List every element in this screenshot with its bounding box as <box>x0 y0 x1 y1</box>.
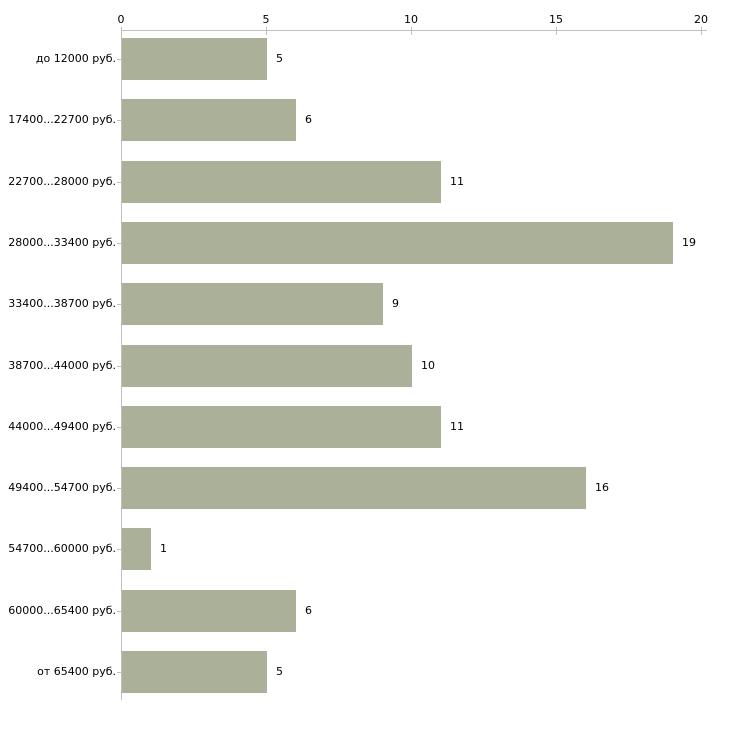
y-axis-line <box>121 30 122 700</box>
x-axis-tick-label: 5 <box>262 13 270 26</box>
bar <box>122 467 586 510</box>
value-label: 11 <box>450 174 464 188</box>
x-axis-tick-label: 10 <box>404 13 418 26</box>
category-label: 60000...65400 руб. <box>8 603 116 617</box>
category-tick-mark <box>117 427 121 428</box>
value-label: 5 <box>276 52 283 65</box>
x-axis-tick-mark <box>556 27 557 35</box>
x-axis-tick-mark <box>411 27 412 35</box>
value-label: 6 <box>305 603 312 617</box>
x-axis-tick-mark <box>121 27 122 35</box>
category-tick-mark <box>117 120 121 121</box>
value-label: 1 <box>160 542 167 556</box>
category-label: 38700...44000 руб. <box>8 358 116 372</box>
bar <box>122 589 296 632</box>
category-tick-mark <box>117 672 121 673</box>
x-axis-tick-label: 15 <box>549 13 563 26</box>
bar <box>122 38 267 80</box>
bar <box>122 221 673 264</box>
category-tick-mark <box>117 488 121 489</box>
category-tick-mark <box>117 304 121 305</box>
category-tick-mark <box>117 243 121 244</box>
category-tick-mark <box>117 611 121 612</box>
category-tick-mark <box>117 182 121 183</box>
category-label: от 65400 руб. <box>37 665 116 678</box>
x-axis-tick-mark <box>266 27 267 35</box>
value-label: 19 <box>682 235 696 249</box>
value-label: 6 <box>305 113 312 127</box>
category-label: 17400...22700 руб. <box>8 113 116 127</box>
x-axis-tick-label: 0 <box>117 13 125 26</box>
category-label: до 12000 руб. <box>35 52 116 65</box>
value-label: 5 <box>276 665 283 678</box>
category-tick-mark <box>117 366 121 367</box>
category-label: 22700...28000 руб. <box>8 174 116 188</box>
bar <box>122 405 441 448</box>
category-tick-mark <box>117 59 121 60</box>
value-label: 10 <box>421 358 435 372</box>
x-axis-tick-label: 20 <box>694 13 708 26</box>
bar <box>122 99 296 142</box>
x-axis-line <box>121 30 707 31</box>
category-label: 49400...54700 руб. <box>8 481 116 495</box>
bar <box>122 528 151 571</box>
x-axis-tick-mark <box>701 27 702 35</box>
value-label: 16 <box>595 481 609 495</box>
bar <box>122 160 441 203</box>
bar <box>122 283 383 326</box>
value-label: 9 <box>392 297 399 311</box>
bar <box>122 651 267 693</box>
category-label: 54700...60000 руб. <box>8 542 116 556</box>
category-label: 44000...49400 руб. <box>8 419 116 433</box>
category-tick-mark <box>117 549 121 550</box>
category-label: 28000...33400 руб. <box>8 235 116 249</box>
category-label: 33400...38700 руб. <box>8 297 116 311</box>
bar <box>122 344 412 387</box>
value-label: 11 <box>450 419 464 433</box>
